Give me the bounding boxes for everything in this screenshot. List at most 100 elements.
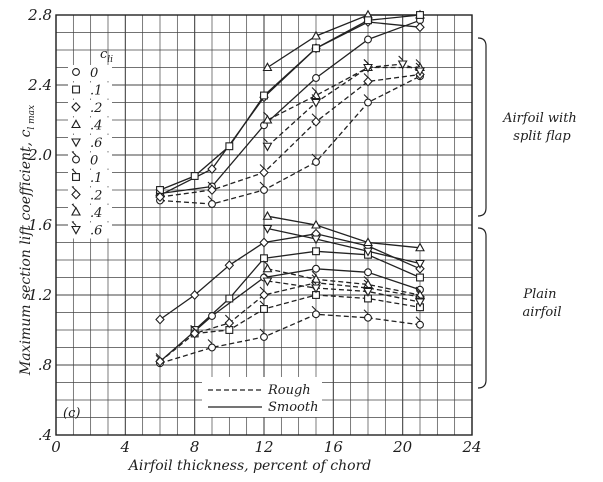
- x-tick-label: 0: [51, 438, 61, 456]
- series-line-rough: [159, 313, 421, 364]
- data-point: [224, 260, 235, 271]
- legend-box: [202, 377, 322, 417]
- data-point: [207, 164, 217, 174]
- data-point: [363, 94, 372, 107]
- legend-symbol-marker: [71, 151, 80, 164]
- symbol-legend-header: cli: [100, 47, 113, 65]
- data-point: [262, 210, 273, 220]
- y-tick-label: .4: [38, 426, 52, 444]
- data-point: [415, 62, 425, 77]
- split-flap-label: Airfoil with split flap: [502, 111, 581, 144]
- data-point: [262, 272, 273, 287]
- data-point: [207, 195, 216, 208]
- y-tick-label: 1.6: [28, 216, 52, 234]
- symbol-legend-backing: [68, 205, 112, 221]
- data-point: [416, 11, 424, 19]
- data-point: [262, 137, 273, 152]
- legend-smooth-label: Smooth: [268, 400, 318, 415]
- y-tick-label: 2.8: [27, 6, 52, 24]
- data-point: [363, 283, 373, 297]
- data-point: [363, 247, 373, 257]
- data-point: [225, 294, 234, 303]
- legend-cli-value: 0: [90, 66, 98, 81]
- panel-label: (c): [63, 406, 80, 421]
- x-tick-label: 4: [120, 438, 131, 456]
- data-point: [155, 188, 165, 202]
- data-point: [259, 328, 268, 341]
- legend-cli-value: .6: [90, 136, 102, 151]
- legend-cli-value: .4: [90, 206, 102, 221]
- data-point: [415, 316, 424, 329]
- legend-cli-value: .2: [90, 101, 102, 116]
- axes: 0 4 8 12 16 20 24 .4 .8 1.2 1.6 2.0 2.4 2.8: [27, 6, 481, 456]
- x-tick-label: 20: [392, 438, 413, 456]
- data-point: [364, 16, 372, 25]
- symbol-legend-backing: [68, 100, 112, 116]
- data-point: [311, 235, 321, 245]
- data-point: [311, 113, 321, 127]
- series-line-smooth: [267, 14, 420, 69]
- series-line-smooth: [267, 227, 421, 265]
- legend-cli-value: .6: [90, 224, 102, 239]
- symbol-legend-backing: [68, 117, 112, 134]
- legend-symbol-marker: [72, 68, 80, 76]
- data-point: [208, 312, 216, 320]
- data-point: [311, 153, 320, 166]
- data-point: [311, 30, 321, 40]
- series-line-rough: [267, 66, 420, 121]
- data-point: [363, 237, 373, 247]
- symbol-legend: cli 0 .1 .2 .4 .6 0 .1 .2 .4 .6: [68, 47, 113, 239]
- series-line-rough: [159, 75, 421, 205]
- legend-cli-value: .1: [90, 171, 102, 186]
- data-point: [312, 74, 320, 82]
- data-point: [260, 91, 268, 100]
- data-point: [311, 94, 321, 108]
- series-line-rough: [267, 63, 421, 147]
- data-point: [259, 237, 269, 248]
- data-point: [189, 325, 200, 339]
- series-line-smooth: [159, 19, 421, 195]
- data-point: [262, 111, 273, 124]
- legend-cli-value: .1: [90, 84, 102, 99]
- series-line-smooth: [194, 250, 421, 331]
- legend-rough-label: Rough: [267, 383, 311, 398]
- data-point: [312, 247, 320, 256]
- legend-cli-value: .2: [90, 189, 102, 204]
- data-point: [363, 73, 373, 87]
- group-brackets: Airfoil with split flap Plain airfoil: [477, 37, 581, 389]
- data-point: [312, 264, 320, 273]
- data-point: [225, 142, 234, 151]
- data-point: [397, 55, 408, 70]
- data-point: [262, 224, 273, 234]
- data-point: [259, 300, 268, 313]
- series-line-smooth: [159, 268, 421, 362]
- line-style-legend: Rough Smooth: [202, 377, 322, 417]
- data-point: [190, 172, 199, 180]
- data-markers: [155, 9, 425, 368]
- symbol-legend-backing: [68, 187, 112, 204]
- legend-cli-value: 0: [90, 154, 98, 169]
- legend-symbol-marker: [71, 186, 81, 200]
- data-point: [259, 164, 269, 178]
- y-tick-label: .8: [38, 356, 52, 374]
- series-line-rough: [267, 280, 421, 303]
- data-point: [312, 44, 320, 53]
- split-flap-bracket: [477, 37, 487, 217]
- data-point: [207, 181, 217, 195]
- data-point: [311, 270, 321, 283]
- legend-symbol-marker: [71, 102, 81, 112]
- legend-symbol-marker: [71, 203, 81, 216]
- symbol-legend-backing: [68, 152, 112, 169]
- data-point: [311, 279, 321, 294]
- plain-airfoil-label: Plain airfoil: [522, 287, 561, 320]
- x-tick-label: 24: [461, 438, 481, 456]
- data-point: [415, 259, 425, 269]
- data-point: [262, 62, 273, 72]
- data-point: [155, 353, 165, 367]
- data-point: [189, 290, 200, 300]
- data-point: [364, 35, 372, 44]
- data-point: [364, 268, 372, 277]
- y-tick-label: 1.2: [28, 286, 52, 304]
